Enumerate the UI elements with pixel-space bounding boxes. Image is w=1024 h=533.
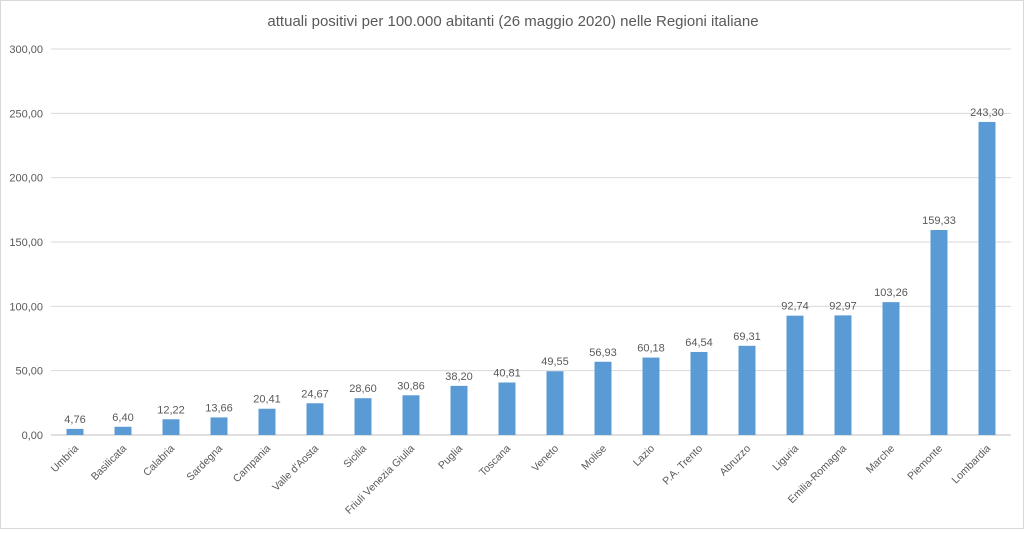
y-tick-label: 200,00 — [9, 173, 43, 185]
x-tick-label: Sicilia — [341, 443, 369, 471]
bar — [306, 403, 324, 435]
bar — [210, 417, 228, 435]
x-tick-label: Umbria — [49, 443, 82, 476]
data-label: 92,74 — [781, 301, 809, 313]
y-axis-ticks: 0,00 50,00 100,00 150,00 200,00 250,00 300,00 — [9, 44, 43, 442]
bar — [690, 351, 708, 435]
x-tick-label: Valle d'Aosta — [270, 443, 321, 494]
data-label: 159,33 — [922, 215, 956, 227]
x-tick-label: Liguria — [770, 443, 801, 474]
data-label: 64,54 — [685, 337, 713, 349]
x-tick-label: Lazio — [631, 443, 657, 469]
data-label: 40,81 — [493, 367, 521, 379]
bar — [642, 357, 660, 435]
bar — [66, 428, 84, 435]
data-label: 6,40 — [112, 412, 133, 424]
data-label: 69,31 — [733, 331, 761, 343]
data-label: 24,67 — [301, 388, 329, 400]
bars — [66, 121, 996, 435]
bar — [258, 408, 276, 435]
x-tick-label: Abruzzo — [717, 443, 753, 479]
x-tick-label: Marche — [864, 443, 897, 476]
x-tick-label: Piemonte — [905, 443, 945, 483]
bar — [354, 398, 372, 435]
data-label: 49,55 — [541, 356, 569, 368]
bar — [930, 229, 948, 435]
y-tick-label: 0,00 — [22, 430, 43, 442]
data-label: 103,26 — [874, 287, 908, 299]
bar — [402, 395, 420, 435]
data-labels: 4,76 6,40 12,22 13,66 20,41 24,67 28,60 30,86 38… — [64, 107, 1004, 426]
data-label: 4,76 — [64, 414, 85, 426]
x-tick-label: Lombardia — [950, 443, 994, 487]
y-tick-label: 50,00 — [15, 366, 43, 378]
x-tick-label: Campania — [231, 443, 273, 485]
bar — [546, 371, 564, 435]
data-label: 30,86 — [397, 380, 425, 392]
x-tick-label: Veneto — [530, 443, 562, 475]
y-tick-label: 250,00 — [9, 108, 43, 120]
data-label: 92,97 — [829, 300, 857, 312]
data-label: 60,18 — [637, 343, 665, 355]
y-tick-label: 300,00 — [9, 44, 43, 56]
bar — [738, 345, 756, 435]
data-label: 28,60 — [349, 383, 377, 395]
bar — [114, 426, 132, 435]
bar — [978, 121, 996, 435]
bar — [450, 385, 468, 435]
y-tick-label: 100,00 — [9, 301, 43, 313]
x-tick-label: Basilicata — [89, 443, 129, 483]
x-tick-label: Puglia — [436, 443, 465, 472]
x-tick-label: P.A. Trento — [660, 443, 705, 488]
data-label: 12,22 — [157, 404, 185, 416]
data-label: 38,20 — [445, 371, 473, 383]
x-tick-label: Calabria — [141, 443, 177, 479]
x-tick-label: Toscana — [477, 443, 513, 479]
data-label: 243,30 — [970, 107, 1004, 119]
bar — [498, 382, 516, 435]
bar — [786, 315, 804, 435]
data-label: 13,66 — [205, 402, 233, 414]
chart-title: attuali positivi per 100.000 abitanti (2… — [267, 13, 758, 30]
bar — [882, 302, 900, 435]
gridlines — [51, 48, 1011, 436]
bar — [162, 419, 180, 435]
bar — [594, 361, 612, 435]
bar — [834, 315, 852, 435]
x-tick-label: Sardegna — [184, 443, 225, 484]
x-axis-ticks: Umbria Basilicata Calabria Sardegna Campania… — [49, 443, 994, 517]
data-label: 56,93 — [589, 347, 617, 359]
x-tick-label: Molise — [579, 443, 609, 473]
y-tick-label: 150,00 — [9, 237, 43, 249]
data-label: 20,41 — [253, 394, 281, 406]
